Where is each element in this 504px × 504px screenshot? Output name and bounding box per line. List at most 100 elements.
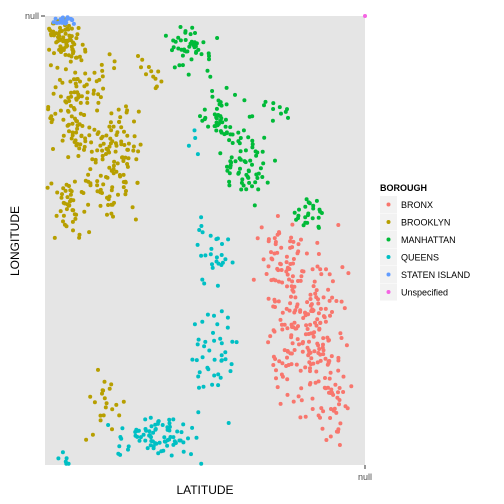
data-point-bronx [275, 214, 280, 218]
data-point-bronx [311, 334, 316, 339]
data-point-bronx [316, 311, 321, 316]
data-point-manhattan [210, 94, 215, 99]
data-point-bronx [300, 341, 305, 346]
data-point-manhattan [241, 128, 246, 133]
data-point-queens [195, 342, 200, 347]
data-point-queens [210, 382, 215, 387]
data-point-manhattan [237, 156, 242, 161]
data-point-bronx [299, 237, 303, 242]
data-point-bronx [301, 316, 306, 320]
data-point-brooklyn [64, 44, 69, 49]
data-point-queens [151, 430, 156, 435]
data-point-queens [223, 350, 228, 355]
data-point-queens [201, 384, 206, 389]
data-point-manhattan [188, 41, 193, 46]
data-point-queens [156, 451, 161, 456]
data-point-manhattan [265, 180, 270, 185]
data-point-bronx [290, 279, 295, 284]
data-point-queens [196, 337, 201, 342]
data-point-bronx [297, 342, 301, 347]
data-point-brooklyn [82, 144, 87, 149]
data-point-bronx [329, 387, 334, 392]
data-point-brooklyn [83, 178, 88, 183]
data-point-bronx [285, 284, 289, 289]
data-point-bronx [312, 279, 317, 284]
data-point-manhattan [297, 207, 301, 212]
data-point-bronx [305, 345, 310, 350]
data-point-queens [106, 423, 111, 427]
data-point-bronx [337, 402, 341, 407]
data-point-brooklyn [131, 144, 136, 149]
data-point-brooklyn [114, 143, 119, 148]
data-point-brooklyn [49, 181, 54, 186]
data-point-brooklyn [76, 95, 81, 100]
data-point-brooklyn [96, 367, 100, 372]
data-point-queens [168, 435, 173, 439]
data-point-brooklyn [136, 109, 141, 114]
data-point-manhattan [194, 41, 199, 46]
data-point-bronx [319, 272, 324, 277]
data-point-bronx [327, 359, 332, 363]
data-point-queens [167, 428, 172, 433]
data-point-bronx [271, 328, 276, 333]
data-point-brooklyn [92, 400, 97, 405]
data-point-manhattan [227, 138, 232, 143]
legend-key-dot [386, 202, 391, 207]
data-point-bronx [280, 361, 285, 366]
data-point-manhattan [178, 38, 183, 43]
data-point-queens [186, 436, 190, 441]
data-point-bronx [326, 338, 331, 343]
data-point-bronx [305, 327, 310, 331]
data-point-bronx [293, 295, 298, 300]
data-point-queens [153, 427, 158, 432]
data-point-brooklyn [86, 172, 91, 177]
data-point-brooklyn [71, 208, 76, 213]
data-point-bronx [300, 349, 305, 354]
data-point-bronx [275, 232, 280, 237]
data-point-bronx [292, 348, 297, 352]
data-point-manhattan [216, 98, 221, 103]
data-point-manhattan [271, 107, 276, 111]
data-point-brooklyn [61, 35, 66, 40]
data-point-bronx [279, 245, 284, 250]
data-point-brooklyn [133, 217, 138, 222]
data-point-brooklyn [78, 142, 83, 147]
data-point-queens [143, 438, 148, 443]
data-point-queens [214, 255, 219, 260]
data-point-queens [202, 281, 207, 286]
data-point-brooklyn [98, 418, 103, 423]
legend-item-bronx: BRONX [380, 196, 433, 213]
data-point-manhattan [262, 135, 267, 140]
data-point-queens [234, 340, 239, 345]
series-queens [56, 128, 239, 466]
data-point-bronx [298, 415, 303, 420]
data-point-bronx [272, 236, 277, 241]
data-point-bronx [332, 406, 337, 411]
data-point-manhattan [256, 187, 261, 192]
data-point-brooklyn [82, 84, 87, 89]
data-point-manhattan [227, 179, 232, 184]
data-point-brooklyn [96, 92, 101, 97]
data-point-bronx [341, 374, 346, 379]
data-point-brooklyn [123, 179, 128, 184]
data-point-queens [66, 461, 71, 466]
data-point-bronx [326, 385, 330, 390]
data-point-brooklyn [117, 120, 122, 124]
data-point-brooklyn [72, 107, 77, 112]
data-point-manhattan [247, 114, 252, 119]
data-point-bronx [313, 380, 318, 385]
data-point-manhattan [190, 25, 195, 30]
data-point-brooklyn [70, 219, 75, 224]
data-point-brooklyn [109, 188, 114, 193]
data-point-brooklyn [76, 26, 81, 30]
data-point-bronx [310, 407, 315, 411]
data-point-brooklyn [76, 154, 81, 158]
data-point-manhattan [180, 53, 185, 58]
data-point-brooklyn [72, 42, 77, 47]
data-point-bronx [318, 358, 323, 363]
data-point-brooklyn [101, 86, 106, 91]
data-point-bronx [318, 306, 323, 311]
data-point-brooklyn [108, 136, 113, 141]
data-point-bronx [309, 309, 314, 313]
